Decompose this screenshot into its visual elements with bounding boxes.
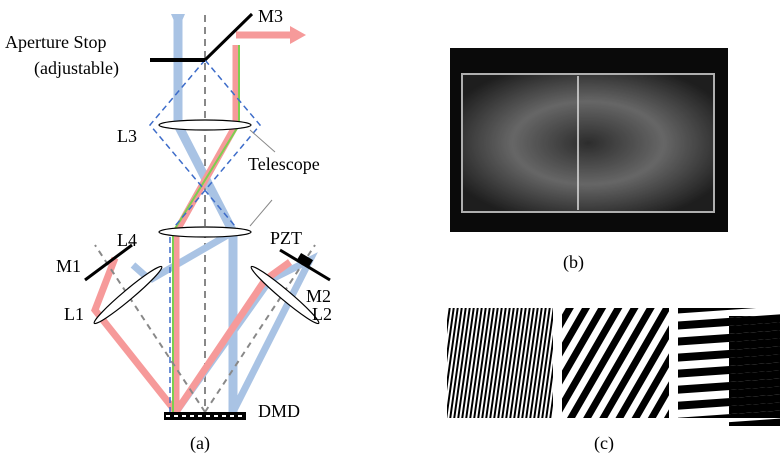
optical-diagram	[85, 14, 330, 420]
label: DMD	[258, 401, 300, 421]
pattern	[562, 308, 669, 418]
label: Telescope	[248, 154, 320, 174]
camera-image: (b)	[450, 48, 728, 273]
label: (adjustable)	[34, 58, 119, 79]
label: Aperture Stop	[5, 32, 106, 52]
label: L4	[117, 230, 137, 250]
caption: (a)	[190, 433, 210, 454]
label: L2	[312, 304, 332, 324]
red-arrow	[290, 26, 306, 44]
lens-l4	[159, 227, 251, 237]
patterns: (c)	[447, 308, 780, 454]
figure: Aperture Stop (adjustable) M3 L3 Telesco…	[0, 0, 780, 463]
label: L3	[117, 126, 137, 146]
blue-arrow	[171, 14, 185, 30]
lens-l3	[159, 120, 251, 130]
label: M2	[306, 286, 331, 306]
label: M1	[56, 256, 81, 276]
leader	[250, 200, 272, 226]
red-beam	[95, 258, 290, 412]
label: L1	[64, 304, 84, 324]
pattern	[447, 308, 553, 418]
pattern	[729, 316, 780, 426]
label: PZT	[270, 228, 302, 248]
image-field	[462, 74, 714, 212]
caption: (c)	[594, 433, 614, 454]
caption: (b)	[563, 252, 584, 273]
leader	[250, 130, 275, 152]
label: M3	[258, 6, 283, 26]
